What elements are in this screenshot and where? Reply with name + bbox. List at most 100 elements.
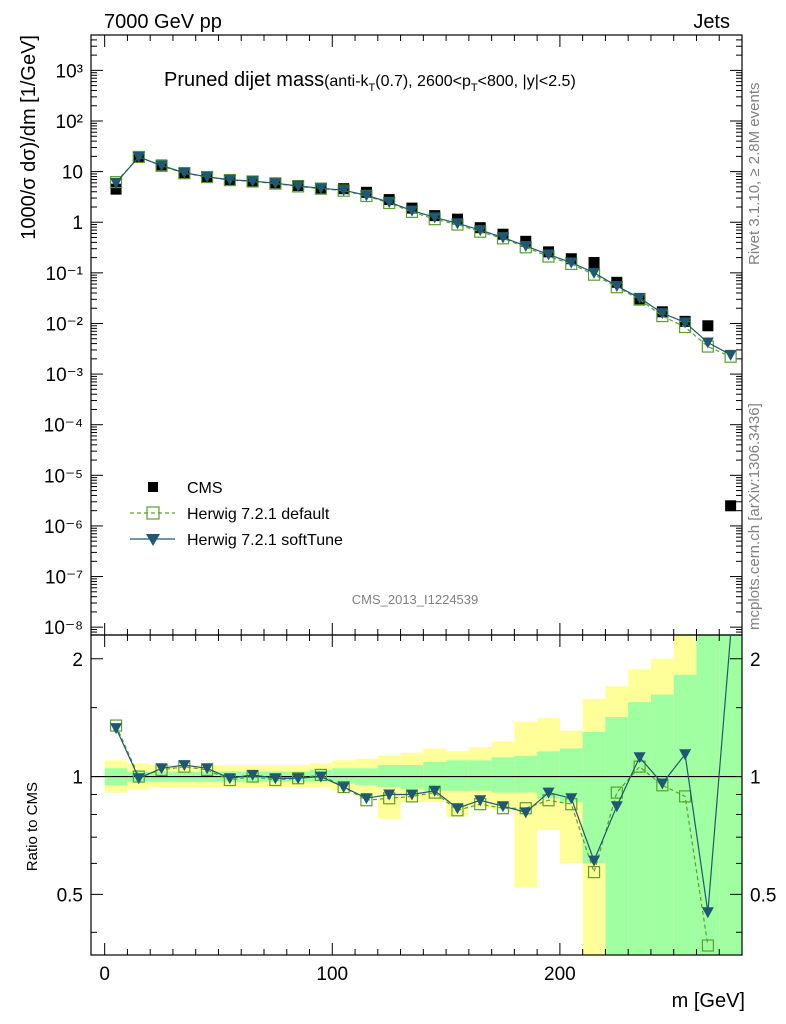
ratio-softtune-point (542, 787, 555, 799)
cms-point (702, 320, 714, 332)
softtune-point (679, 317, 692, 329)
plot-title-sub-T2: T (471, 82, 478, 94)
band-inner (582, 731, 606, 864)
softtune-point (633, 292, 646, 304)
y-tick-label: 10⁻¹ (46, 264, 84, 285)
legend-cms-marker (148, 482, 158, 492)
softtune-point (519, 240, 532, 252)
softtune-point (565, 257, 578, 269)
ratio-default-point (701, 939, 714, 952)
ratio-plot-frame (90, 634, 743, 956)
ratio-y-tick-label-right: 2 (750, 650, 761, 671)
y-tick-label: 10⁻⁴ (44, 416, 83, 437)
plot-title-sub-T1: T (369, 82, 376, 94)
ratio-softtune-line (115, 634, 732, 913)
ratio-data-marks (109, 634, 732, 952)
softtune-point (383, 197, 396, 209)
y-tick-label: 10⁻⁷ (45, 568, 83, 589)
rivet-version-label: Rivet 3.1.10, ≥ 2.8M events (746, 83, 763, 266)
band-inner (719, 635, 742, 955)
band-inner (559, 748, 583, 803)
plot-title-sub-pre: (anti-k (324, 73, 369, 90)
softtune-point (474, 225, 487, 237)
ratio-y-tick-label-right: 1 (750, 768, 761, 789)
softtune-line (115, 156, 731, 356)
header-left: 7000 GeV pp (104, 11, 222, 33)
default-line (115, 156, 731, 358)
band-inner (650, 694, 674, 955)
softtune-point (542, 249, 555, 261)
header-right: Jets (693, 11, 730, 33)
legend-default-label: Herwig 7.2.1 default (187, 506, 330, 523)
softtune-point (428, 212, 441, 224)
ratio-softtune-point (679, 749, 692, 761)
softtune-point (201, 171, 214, 183)
band-inner (332, 768, 356, 784)
legend-soft-marker (146, 534, 160, 546)
ratio-softtune-point (292, 773, 305, 785)
band-inner (491, 757, 515, 793)
legend: CMS Herwig 7.2.1 default Herwig 7.2.1 so… (130, 480, 343, 549)
softtune-point (701, 337, 714, 349)
x-axis-label: m [GeV] (672, 990, 745, 1012)
ratio-softtune-point (314, 771, 327, 783)
cms-point (110, 183, 122, 195)
softtune-point (588, 267, 601, 279)
ratio-y-tick-label: 0.5 (57, 885, 83, 906)
band-inner (514, 755, 538, 793)
y-tick-label: 10⁻⁵ (44, 466, 83, 487)
band-inner (628, 702, 651, 955)
x-tick-label: 100 (316, 964, 348, 985)
ratio-softtune-point (519, 807, 532, 819)
softtune-point (656, 308, 669, 320)
legend-soft-label: Herwig 7.2.1 softTune (187, 532, 343, 549)
softtune-point (292, 180, 305, 192)
mcplots-label: mcplots.cern.ch [arXiv:1306.3436] (746, 403, 763, 630)
softtune-point (610, 280, 623, 292)
y-tick-label: 10⁻² (46, 314, 84, 335)
ratio-softtune-point (246, 769, 259, 781)
plot-title-sub-mid: (0.7), 2600<p (375, 73, 471, 90)
ratio-softtune-point (565, 793, 578, 805)
softtune-point (314, 183, 327, 195)
band-inner (537, 751, 560, 799)
ratio-default-point (587, 866, 601, 879)
y-tick-label: 10⁻³ (46, 365, 84, 386)
softtune-point (360, 190, 373, 202)
ratio-softtune-point (201, 763, 214, 775)
ratio-softtune-point (337, 782, 350, 794)
ratio-softtune-point (405, 789, 418, 801)
y-tick-label: 10⁻⁶ (44, 517, 83, 538)
softtune-point (223, 174, 236, 186)
softtune-point (155, 160, 168, 172)
ratio-softtune-point (474, 795, 487, 807)
y-tick-label: 10 (62, 163, 83, 184)
ratio-softtune-point (610, 801, 623, 813)
band-inner (673, 674, 697, 955)
ratio-y-axis-label: Ratio to CMS (24, 782, 41, 871)
y-tick-label: 10³ (56, 61, 83, 82)
ratio-softtune-point (656, 778, 669, 790)
ratio-y-tick-label: 1 (72, 768, 83, 789)
ratio-softtune-point (701, 907, 714, 919)
softtune-point (496, 232, 509, 244)
plot-title-main: Pruned dijet mass (164, 69, 324, 91)
main-y-ticks: 10⁻⁸10⁻⁷10⁻⁶10⁻⁵10⁻⁴10⁻³10⁻²10⁻¹11010²10… (44, 34, 743, 955)
ratio-softtune-point (428, 785, 441, 797)
softtune-point (178, 167, 191, 179)
cms-point (588, 257, 600, 269)
cms-point (725, 500, 737, 512)
softtune-point (132, 151, 145, 163)
y-tick-label: 1 (72, 213, 83, 234)
ratio-softtune-point (155, 763, 168, 775)
analysis-id: CMS_2013_I1224539 (352, 592, 479, 607)
ratio-softtune-point (588, 855, 601, 867)
y-tick-label: 10⁻⁸ (44, 618, 83, 639)
plot-title-sub-post: <800, |y|<2.5) (478, 73, 576, 90)
ratio-softtune-point (269, 773, 282, 785)
softtune-point (405, 205, 418, 217)
ratio-softtune-point (451, 803, 464, 815)
band-inner (605, 716, 629, 955)
ratio-default-point (610, 786, 623, 799)
